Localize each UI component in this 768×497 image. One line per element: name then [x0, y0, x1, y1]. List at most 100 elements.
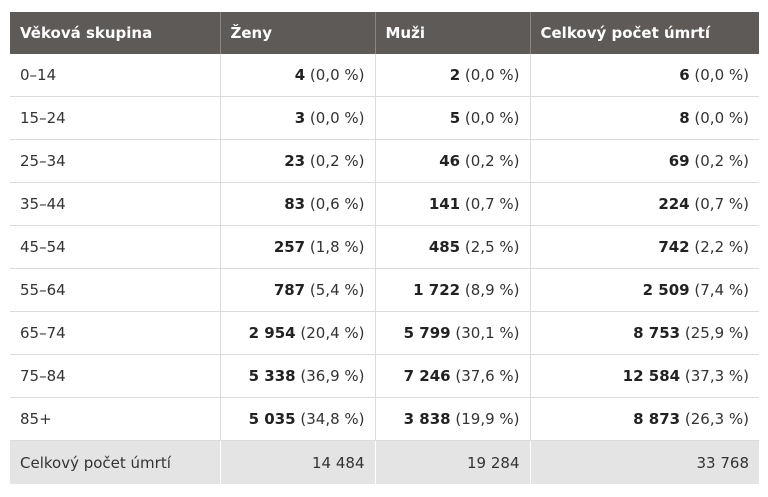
women-deaths-percent: (0,6 %) — [309, 195, 365, 213]
table-row: 45–54 257 (1,8 %) 485 (2,5 %) 742 (2,2 %) — [10, 225, 759, 269]
women-deaths-value: 5 035 — [248, 410, 296, 428]
total-deaths-percent: (0,0 %) — [694, 66, 749, 84]
women-deaths-value: 23 — [284, 152, 306, 170]
men-deaths-cell: 1 722 (8,9 %) — [375, 268, 531, 312]
age-group-cell: 85+ — [10, 397, 221, 441]
men-deaths-percent: (0,7 %) — [464, 195, 520, 213]
men-deaths-percent: (0,0 %) — [464, 66, 520, 84]
women-deaths-value: 257 — [273, 238, 306, 256]
men-deaths-value: 485 — [428, 238, 461, 256]
men-deaths-value: 141 — [428, 195, 461, 213]
table-body: 0–14 4 (0,0 %) 2 (0,0 %) 6 (0,0 %) 15–24 3 (0… — [10, 54, 759, 484]
total-deaths-percent: (26,3 %) — [684, 410, 749, 428]
men-deaths-value: 5 799 — [403, 324, 451, 342]
header-women: Ženy — [220, 12, 376, 54]
total-deaths-value: 224 — [658, 195, 690, 213]
total-deaths-cell: 6 (0,0 %) — [530, 54, 759, 97]
women-deaths-cell: 23 (0,2 %) — [220, 139, 376, 183]
women-deaths-percent: (34,8 %) — [300, 410, 365, 428]
men-deaths-percent: (0,0 %) — [464, 109, 520, 127]
total-row-total: 33 768 — [530, 440, 759, 484]
table-row: 25–34 23 (0,2 %) 46 (0,2 %) 69 (0,2 %) — [10, 139, 759, 183]
men-deaths-percent: (19,9 %) — [455, 410, 520, 428]
header-men: Muži — [375, 12, 531, 54]
table-row: 65–74 2 954 (20,4 %) 5 799 (30,1 %) 8 753 (… — [10, 311, 759, 355]
women-deaths-percent: (0,2 %) — [309, 152, 365, 170]
men-deaths-percent: (8,9 %) — [464, 281, 520, 299]
age-group-cell: 75–84 — [10, 354, 221, 398]
total-deaths-value: 6 — [679, 66, 690, 84]
table-row: 0–14 4 (0,0 %) 2 (0,0 %) 6 (0,0 %) — [10, 54, 759, 97]
table-row: 35–44 83 (0,6 %) 141 (0,7 %) 224 (0,7 %) — [10, 182, 759, 226]
men-deaths-value: 2 — [449, 66, 461, 84]
women-deaths-percent: (0,0 %) — [309, 66, 365, 84]
total-deaths-cell: 8 753 (25,9 %) — [530, 311, 759, 355]
women-deaths-percent: (5,4 %) — [309, 281, 365, 299]
total-deaths-value: 742 — [658, 238, 690, 256]
women-deaths-cell: 257 (1,8 %) — [220, 225, 376, 269]
total-deaths-cell: 8 873 (26,3 %) — [530, 397, 759, 441]
men-deaths-percent: (0,2 %) — [464, 152, 520, 170]
women-deaths-percent: (20,4 %) — [300, 324, 365, 342]
total-deaths-cell: 69 (0,2 %) — [530, 139, 759, 183]
age-group-cell: 55–64 — [10, 268, 221, 312]
men-deaths-value: 5 — [449, 109, 461, 127]
age-group-cell: 25–34 — [10, 139, 221, 183]
total-row-men: 19 284 — [375, 440, 531, 484]
total-deaths-percent: (25,9 %) — [684, 324, 749, 342]
total-deaths-percent: (0,7 %) — [694, 195, 749, 213]
women-deaths-percent: (1,8 %) — [309, 238, 365, 256]
men-deaths-percent: (37,6 %) — [455, 367, 520, 385]
total-deaths-cell: 2 509 (7,4 %) — [530, 268, 759, 312]
men-deaths-cell: 3 838 (19,9 %) — [375, 397, 531, 441]
men-deaths-cell: 46 (0,2 %) — [375, 139, 531, 183]
men-deaths-percent: (2,5 %) — [464, 238, 520, 256]
women-deaths-value: 83 — [284, 195, 306, 213]
men-deaths-value: 3 838 — [403, 410, 451, 428]
total-deaths-value: 2 509 — [642, 281, 690, 299]
age-group-cell: 35–44 — [10, 182, 221, 226]
men-deaths-value: 1 722 — [413, 281, 461, 299]
women-deaths-value: 2 954 — [248, 324, 296, 342]
header-age-group: Věková skupina — [10, 12, 221, 54]
table-header: Věková skupina Ženy Muži Celkový počet ú… — [10, 12, 759, 54]
age-group-cell: 15–24 — [10, 96, 221, 140]
total-deaths-value: 8 753 — [633, 324, 681, 342]
women-deaths-value: 787 — [273, 281, 306, 299]
total-deaths-value: 8 873 — [633, 410, 681, 428]
total-deaths-percent: (2,2 %) — [694, 238, 749, 256]
total-deaths-percent: (0,0 %) — [694, 109, 749, 127]
women-deaths-cell: 83 (0,6 %) — [220, 182, 376, 226]
total-deaths-cell: 742 (2,2 %) — [530, 225, 759, 269]
table-row: 15–24 3 (0,0 %) 5 (0,0 %) 8 (0,0 %) — [10, 96, 759, 140]
men-deaths-cell: 485 (2,5 %) — [375, 225, 531, 269]
age-group-cell: 65–74 — [10, 311, 221, 355]
header-row: Věková skupina Ženy Muži Celkový počet ú… — [10, 12, 759, 54]
women-deaths-cell: 787 (5,4 %) — [220, 268, 376, 312]
women-deaths-value: 3 — [294, 109, 306, 127]
total-deaths-percent: (7,4 %) — [694, 281, 749, 299]
women-deaths-value: 4 — [294, 66, 306, 84]
men-deaths-cell: 2 (0,0 %) — [375, 54, 531, 97]
men-deaths-percent: (30,1 %) — [455, 324, 520, 342]
men-deaths-cell: 7 246 (37,6 %) — [375, 354, 531, 398]
table-row: 75–84 5 338 (36,9 %) 7 246 (37,6 %) 12 584 … — [10, 354, 759, 398]
women-deaths-cell: 3 (0,0 %) — [220, 96, 376, 140]
mortality-by-age-table: Věková skupina Ženy Muži Celkový počet ú… — [10, 12, 759, 484]
age-group-cell: 0–14 — [10, 54, 221, 97]
women-deaths-percent: (0,0 %) — [309, 109, 365, 127]
men-deaths-cell: 5 799 (30,1 %) — [375, 311, 531, 355]
total-row: Celkový počet úmrtí 14 484 19 284 33 768 — [10, 440, 759, 484]
total-deaths-cell: 224 (0,7 %) — [530, 182, 759, 226]
header-total-deaths: Celkový počet úmrtí — [530, 12, 759, 54]
total-deaths-value: 69 — [668, 152, 690, 170]
women-deaths-cell: 4 (0,0 %) — [220, 54, 376, 97]
total-deaths-value: 8 — [679, 109, 690, 127]
women-deaths-value: 5 338 — [248, 367, 296, 385]
mortality-table-container: Věková skupina Ženy Muži Celkový počet ú… — [10, 12, 759, 484]
total-deaths-value: 12 584 — [622, 367, 681, 385]
men-deaths-value: 7 246 — [403, 367, 451, 385]
total-deaths-cell: 8 (0,0 %) — [530, 96, 759, 140]
total-row-women: 14 484 — [220, 440, 376, 484]
women-deaths-cell: 5 035 (34,8 %) — [220, 397, 376, 441]
